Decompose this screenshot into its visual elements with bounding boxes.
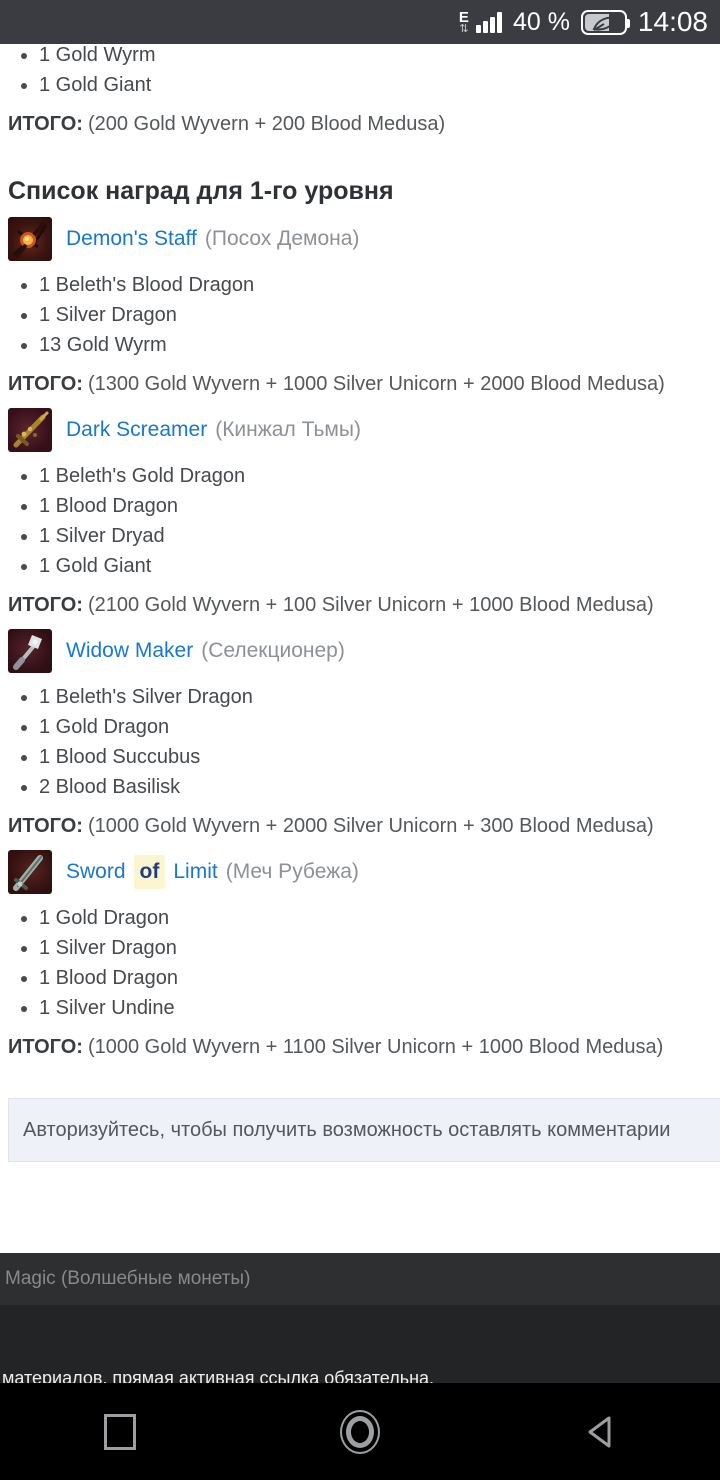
total-line: ИТОГО: (2100 Gold Wyvern + 100 Silver Uni…	[8, 590, 712, 620]
item-name-ru: (Посох Демона)	[204, 227, 360, 250]
list-item: 1 Gold Dragon	[39, 712, 712, 742]
signal-strength-icon	[475, 11, 502, 33]
total-value: (2100 Gold Wyvern + 100 Silver Unicorn +…	[87, 594, 654, 616]
list-item: 1 Blood Dragon	[39, 491, 712, 521]
battery-saver-icon	[580, 9, 630, 35]
item-row: Demon's Staff (Посох Демона)	[8, 217, 712, 261]
total-value: (1300 Gold Wyvern + 1000 Silver Unicorn …	[87, 373, 665, 395]
item-row: Sword of Limit (Меч Рубежа)	[8, 850, 712, 894]
total-label: ИТОГО:	[8, 1036, 83, 1058]
login-to-comment-notice: Авторизуйтесь, чтобы получить возможност…	[8, 1098, 720, 1162]
item-name-ru: (Меч Рубежа)	[225, 860, 359, 883]
total-line: ИТОГО: (1000 Gold Wyvern + 2000 Silver Un…	[8, 811, 712, 841]
reward-list: 1 Gold Dragon 1 Silver Dragon 1 Blood Dr…	[8, 903, 712, 1023]
copyright-text: материалов, прямая активная ссылка обяза…	[2, 1368, 435, 1383]
home-button[interactable]	[240, 1409, 480, 1454]
footer-link-magic[interactable]: Magic (Волшебные монеты)	[5, 1268, 251, 1289]
list-item: 1 Gold Wyrm	[39, 40, 712, 70]
total-label: ИТОГО:	[8, 113, 83, 135]
home-circle-icon	[340, 1409, 380, 1454]
reward-list-partial: 1 Gold Wyrm 1 Gold Giant	[8, 40, 712, 100]
reward-list: 1 Beleth's Silver Dragon 1 Gold Dragon 1…	[8, 682, 712, 802]
list-item: 2 Blood Basilisk	[39, 772, 712, 802]
total-label: ИТОГО:	[8, 373, 83, 395]
item-row: Widow Maker (Селекционер)	[8, 629, 712, 673]
item-link[interactable]: Dark Screamer	[66, 418, 208, 441]
android-navbar	[0, 1383, 720, 1480]
item-name-ru: (Кинжал Тьмы)	[215, 418, 361, 441]
total-line: ИТОГО: (1000 Gold Wyvern + 1100 Silver Un…	[8, 1032, 712, 1062]
item-link[interactable]: Widow Maker	[66, 639, 194, 662]
page-title: Список наград для 1-го уровня	[8, 177, 394, 205]
dark-screamer-icon[interactable]	[8, 408, 52, 452]
list-item: 1 Silver Dragon	[39, 933, 712, 963]
recents-button[interactable]	[0, 1413, 240, 1450]
item-name-ru: (Селекционер)	[201, 639, 345, 662]
back-button[interactable]	[480, 1413, 720, 1451]
notice-text: Авторизуйтесь, чтобы получить возможност…	[23, 1118, 671, 1141]
back-triangle-icon	[588, 1416, 611, 1447]
total-label: ИТОГО:	[8, 815, 83, 837]
list-item: 1 Beleth's Blood Dragon	[39, 270, 712, 300]
list-item: 1 Beleth's Silver Dragon	[39, 682, 712, 712]
total-line: ИТОГО: (200 Gold Wyvern + 200 Blood Medus…	[8, 109, 712, 139]
list-item: 1 Silver Dragon	[39, 300, 712, 330]
total-label: ИТОГО:	[8, 594, 83, 616]
clock: 14:08	[637, 6, 708, 37]
list-item: 1 Silver Dryad	[39, 521, 712, 551]
network-type-icon: E ⇅	[458, 8, 469, 35]
page-content: 1 Gold Wyrm 1 Gold Giant ИТОГО:(200 Gold…	[0, 40, 720, 1162]
total-value: (1000 Gold Wyvern + 1100 Silver Unicorn …	[87, 1036, 664, 1058]
total-line: ИТОГО: (1300 Gold Wyvern + 1000 Silver Un…	[8, 369, 712, 399]
list-item: 1 Gold Dragon	[39, 903, 712, 933]
list-item: 13 Gold Wyrm	[39, 330, 712, 360]
list-item: 1 Gold Giant	[39, 551, 712, 581]
item-row: Dark Screamer (Кинжал Тьмы)	[8, 408, 712, 452]
list-item: 1 Beleth's Gold Dragon	[39, 461, 712, 491]
total-value: (200 Gold Wyvern + 200 Blood Medusa)	[87, 113, 446, 135]
list-item: 1 Blood Dragon	[39, 963, 712, 993]
battery-percent: 40 %	[512, 7, 570, 36]
status-bar: E ⇅ 40 % 14:08	[0, 0, 720, 44]
search-highlight: of	[133, 855, 166, 889]
footer-copyright-band: материалов, прямая активная ссылка обяза…	[0, 1305, 720, 1383]
reward-list: 1 Beleth's Gold Dragon 1 Blood Dragon 1 …	[8, 461, 712, 581]
sword-of-limit-icon[interactable]	[8, 850, 52, 894]
list-item: 1 Silver Undine	[39, 993, 712, 1023]
reward-list: 1 Beleth's Blood Dragon 1 Silver Dragon …	[8, 270, 712, 360]
list-item: 1 Gold Giant	[39, 70, 712, 100]
list-item: 1 Blood Succubus	[39, 742, 712, 772]
item-link[interactable]: Sword	[66, 860, 126, 883]
item-link[interactable]: Limit	[173, 860, 218, 883]
total-value: (1000 Gold Wyvern + 2000 Silver Unicorn …	[87, 815, 654, 837]
recents-square-icon	[104, 1413, 136, 1450]
footer-nav-band: Magic (Волшебные монеты)	[0, 1253, 720, 1305]
item-link[interactable]: Demon's Staff	[66, 227, 197, 250]
widow-maker-icon[interactable]	[8, 629, 52, 673]
demons-staff-icon[interactable]	[8, 217, 52, 261]
